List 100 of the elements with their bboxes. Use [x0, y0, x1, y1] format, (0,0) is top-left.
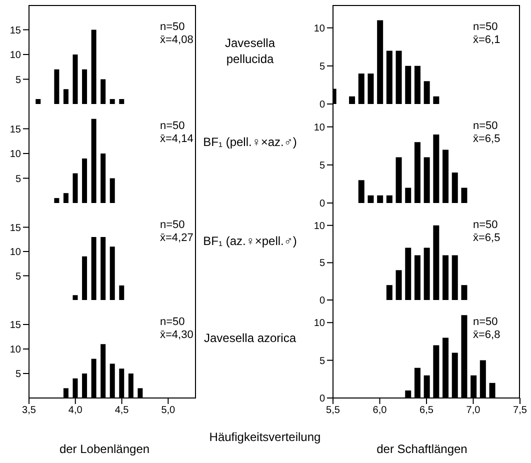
- bar: [433, 134, 440, 203]
- bar: [386, 50, 392, 104]
- bar: [54, 198, 60, 203]
- bar: [424, 248, 430, 300]
- bar: [405, 66, 412, 104]
- bar: [358, 180, 364, 203]
- annotation: n=50: [160, 219, 185, 231]
- bar: [358, 74, 364, 104]
- x-tick-label: 3,5: [22, 405, 36, 416]
- bar: [442, 150, 449, 203]
- annotation: x̄=4,08: [160, 34, 194, 46]
- annotation: x̄=6,8: [473, 329, 500, 341]
- bar: [442, 255, 449, 300]
- bar: [82, 69, 88, 104]
- x-axis-title: der Schaftlängen: [376, 442, 468, 456]
- bar: [368, 195, 374, 203]
- x-tick-label: 6,0: [372, 405, 388, 416]
- bar: [91, 236, 96, 300]
- y-tick-label: 5: [319, 160, 326, 172]
- x-tick-label: 5,0: [161, 405, 176, 416]
- y-tick-label: 10: [314, 122, 326, 134]
- y-tick-label: 0: [319, 198, 326, 210]
- text: Javesella pellucida: [224, 35, 276, 67]
- bar: [461, 285, 468, 300]
- annotation: x̄=6,5: [473, 232, 500, 244]
- y-tick-label: 5: [15, 74, 22, 86]
- y-tick-label: 10: [314, 23, 326, 34]
- bar: [72, 54, 78, 104]
- y-tick-label: 5: [15, 271, 22, 282]
- annotation: x̄=4,30: [160, 329, 194, 341]
- annotation: n=50: [473, 21, 498, 33]
- bar: [54, 69, 60, 104]
- x-axis-title: der Lobenlängen: [58, 442, 151, 456]
- bar: [461, 188, 468, 203]
- y-tick-label: 0: [319, 100, 326, 111]
- y-tick-label: 10: [10, 50, 22, 62]
- bar: [110, 178, 115, 203]
- y-tick-label: 5: [319, 258, 326, 270]
- y-tick-label: 5: [319, 61, 326, 72]
- bar: [414, 142, 420, 203]
- bar: [433, 96, 440, 104]
- bar: [405, 188, 412, 203]
- y-tick-label: 5: [15, 369, 22, 380]
- bar: [396, 157, 402, 203]
- bar: [63, 193, 68, 203]
- annotation: x̄=6,5: [473, 133, 500, 145]
- bar: [82, 158, 88, 203]
- bar: [452, 255, 458, 300]
- y-tick-label: 15: [10, 124, 22, 136]
- bar: [414, 255, 420, 300]
- bar: [36, 99, 41, 104]
- text: Häufigkeitsverteilung: [208, 430, 322, 444]
- annotation: n=50: [160, 21, 185, 33]
- bar: [396, 50, 402, 104]
- bar: [63, 89, 68, 104]
- annotation: x̄=6,1: [473, 34, 500, 46]
- bar: [119, 285, 124, 300]
- x-tick-label: 4,0: [68, 405, 83, 416]
- bar: [377, 20, 384, 104]
- bar: [349, 96, 356, 104]
- bar: [119, 99, 124, 104]
- y-tick-label: 15: [10, 222, 22, 234]
- text: Javesella azorica: [202, 330, 298, 346]
- bar: [368, 74, 374, 104]
- y-tick-label: 10: [314, 318, 326, 330]
- y-tick-label: 10: [10, 247, 22, 258]
- bar: [91, 118, 96, 203]
- bar: [386, 285, 392, 300]
- bar: [414, 66, 420, 104]
- y-tick-label: 0: [319, 296, 326, 307]
- bar: [100, 236, 106, 300]
- x-tick-label: 7,5: [513, 405, 528, 416]
- annotation: n=50: [473, 219, 498, 231]
- bar: [72, 295, 78, 300]
- y-tick-label: 15: [10, 320, 22, 332]
- bar: [452, 172, 458, 203]
- bar: [396, 270, 402, 300]
- bar: [424, 81, 430, 104]
- bar: [386, 195, 392, 203]
- bar: [433, 225, 440, 300]
- annotation: x̄=4,27: [160, 232, 194, 244]
- x-tick-label: 5,5: [326, 405, 340, 416]
- annotation: n=50: [160, 120, 185, 132]
- bar: [110, 99, 115, 104]
- y-tick-label: 15: [10, 25, 22, 36]
- annotation: n=50: [473, 120, 498, 132]
- y-tick-label: 5: [319, 356, 326, 367]
- y-tick-label: 5: [15, 174, 22, 185]
- bar: [424, 157, 430, 203]
- bar: [377, 195, 384, 203]
- x-tick-label: 7,0: [466, 405, 481, 416]
- bar: [91, 30, 96, 104]
- bar: [110, 246, 115, 300]
- y-tick-label: 10: [314, 220, 326, 232]
- x-tick-label: 6,5: [420, 405, 434, 416]
- bar: [100, 154, 106, 203]
- bar: [100, 79, 106, 104]
- y-tick-label: 10: [10, 149, 22, 160]
- bar: [72, 173, 78, 203]
- bar: [405, 248, 412, 300]
